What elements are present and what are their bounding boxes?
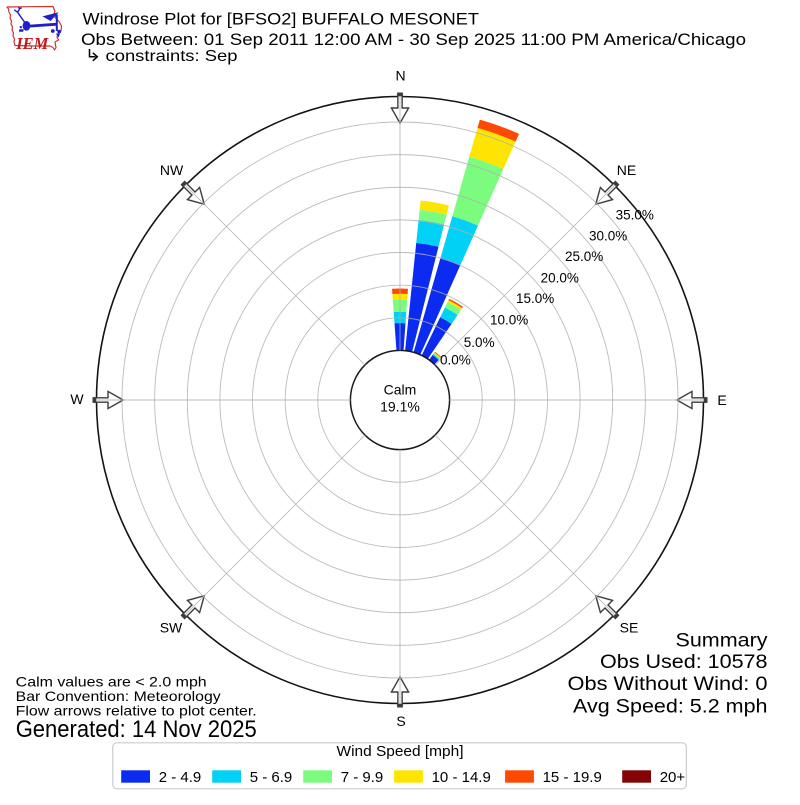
svg-text:7 - 9.9: 7 - 9.9 [341, 769, 384, 786]
svg-text:20+: 20+ [660, 769, 686, 786]
svg-text:5 - 6.9: 5 - 6.9 [250, 769, 293, 786]
svg-text:Obs Used: 10578: Obs Used: 10578 [600, 651, 768, 673]
svg-text:NE: NE [617, 162, 636, 178]
svg-text:Obs Between: 01 Sep 2011 12:00: Obs Between: 01 Sep 2011 12:00 AM - 30 S… [81, 31, 746, 49]
svg-text:15 - 19.9: 15 - 19.9 [543, 769, 602, 786]
svg-text:Obs Without Wind: 0: Obs Without Wind: 0 [568, 673, 768, 695]
svg-text:Flow arrows relative to plot c: Flow arrows relative to plot center. [16, 702, 257, 718]
svg-text:Wind Speed [mph]: Wind Speed [mph] [337, 744, 464, 760]
svg-text:20.0%: 20.0% [541, 270, 579, 285]
svg-text:0.0%: 0.0% [440, 352, 471, 367]
svg-text:N: N [395, 68, 405, 84]
svg-text:SE: SE [620, 620, 639, 636]
svg-text:10 - 14.9: 10 - 14.9 [432, 769, 491, 786]
svg-text:Calm: Calm [384, 382, 417, 398]
svg-text:Avg Speed: 5.2 mph: Avg Speed: 5.2 mph [573, 696, 768, 718]
svg-text:E: E [717, 392, 726, 408]
svg-text:constraints: Sep: constraints: Sep [106, 48, 238, 65]
svg-text:2 - 4.9: 2 - 4.9 [159, 769, 202, 786]
svg-text:S: S [396, 713, 405, 729]
svg-text:10.0%: 10.0% [490, 313, 528, 328]
svg-text:30.0%: 30.0% [589, 228, 627, 243]
svg-text:15.0%: 15.0% [516, 291, 554, 306]
svg-text:Bar Convention: Meteorology: Bar Convention: Meteorology [16, 688, 221, 704]
svg-text:Generated: 14 Nov 2025: Generated: 14 Nov 2025 [16, 716, 257, 743]
svg-text:NW: NW [160, 162, 184, 178]
svg-text:Calm values are < 2.0 mph: Calm values are < 2.0 mph [16, 673, 207, 689]
svg-text:Windrose Plot for [BFSO2] BUFF: Windrose Plot for [BFSO2] BUFFALO MESONE… [83, 11, 480, 29]
svg-text:IEM: IEM [15, 34, 49, 53]
svg-text:19.1%: 19.1% [380, 399, 420, 415]
svg-text:35.0%: 35.0% [616, 208, 654, 223]
svg-text:SW: SW [160, 620, 183, 636]
svg-text:W: W [70, 391, 84, 407]
svg-text:Summary: Summary [676, 629, 768, 651]
svg-text:25.0%: 25.0% [565, 249, 603, 264]
svg-text:5.0%: 5.0% [464, 335, 495, 350]
